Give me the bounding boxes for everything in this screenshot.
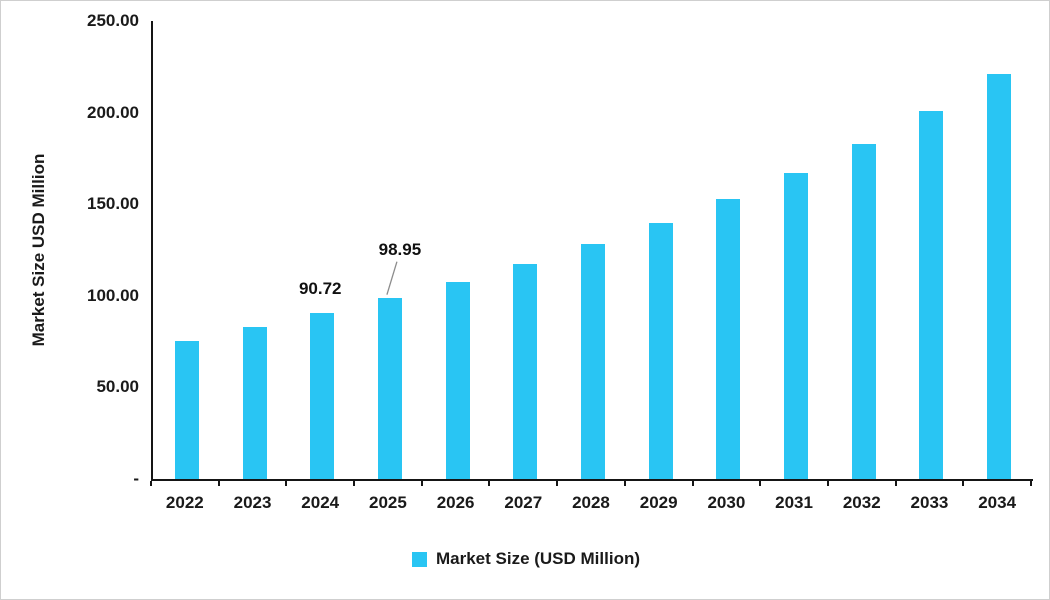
x-axis-tick [759, 481, 762, 486]
x-tick-label-2027: 2027 [504, 493, 543, 512]
x-axis-tick [150, 481, 152, 486]
x-tick-label-2023: 2023 [233, 493, 272, 512]
y-tick-label: 250.00 [87, 11, 139, 30]
x-axis-tick [353, 481, 356, 486]
x-axis-tick [894, 481, 897, 486]
bar-2026 [445, 282, 470, 479]
bar-2033 [919, 111, 944, 479]
legend-label: Market Size (USD Million) [435, 549, 641, 568]
x-axis-tick [962, 481, 965, 486]
legend: Market Size (USD Million) [1, 549, 1049, 569]
bar-2027 [513, 264, 538, 479]
plot-area [151, 21, 1033, 481]
x-axis-tick [691, 481, 694, 486]
y-tick-label: - [133, 469, 139, 488]
bar-2029 [648, 223, 673, 479]
x-tick-label-2034: 2034 [978, 493, 1017, 512]
bar-2024 [310, 313, 335, 479]
x-axis-tick [488, 481, 491, 486]
x-axis-tick [623, 481, 626, 486]
x-axis-tick [826, 481, 829, 486]
bar-2028 [581, 244, 605, 479]
x-tick-label-2022: 2022 [165, 493, 204, 512]
x-axis-tick [217, 481, 220, 486]
x-axis-tick [1030, 481, 1032, 486]
x-tick-label-2033: 2033 [910, 493, 949, 512]
x-axis-tick [556, 481, 559, 486]
y-axis-title: Market Size USD Million [29, 153, 48, 347]
data-label-2025: 98.95 [378, 239, 422, 259]
bar-2031 [784, 173, 809, 479]
bar-2032 [851, 144, 876, 479]
x-tick-label-2024: 2024 [301, 493, 340, 512]
bar-2025 [377, 298, 402, 479]
bar-2034 [987, 74, 1012, 479]
y-tick-label: 200.00 [87, 102, 139, 122]
y-tick-label: 100.00 [87, 285, 139, 305]
x-tick-label-2025: 2025 [368, 493, 407, 512]
bar-2022 [174, 341, 199, 479]
x-tick-label-2026: 2026 [436, 493, 475, 512]
x-tick-label-2030: 2030 [707, 493, 746, 512]
y-tick-label: 50.00 [96, 377, 139, 397]
x-axis-tick [420, 481, 423, 486]
bar-2023 [242, 327, 267, 479]
x-tick-label-2032: 2032 [842, 493, 881, 512]
bar-2030 [716, 199, 741, 479]
y-tick-label: 150.00 [87, 194, 139, 214]
data-label-2024: 90.72 [298, 278, 342, 298]
x-tick-label-2031: 2031 [775, 493, 813, 512]
legend-swatch [411, 551, 427, 567]
x-tick-label-2028: 2028 [572, 493, 610, 512]
x-tick-label-2029: 2029 [639, 493, 678, 512]
x-axis-tick [285, 481, 288, 486]
